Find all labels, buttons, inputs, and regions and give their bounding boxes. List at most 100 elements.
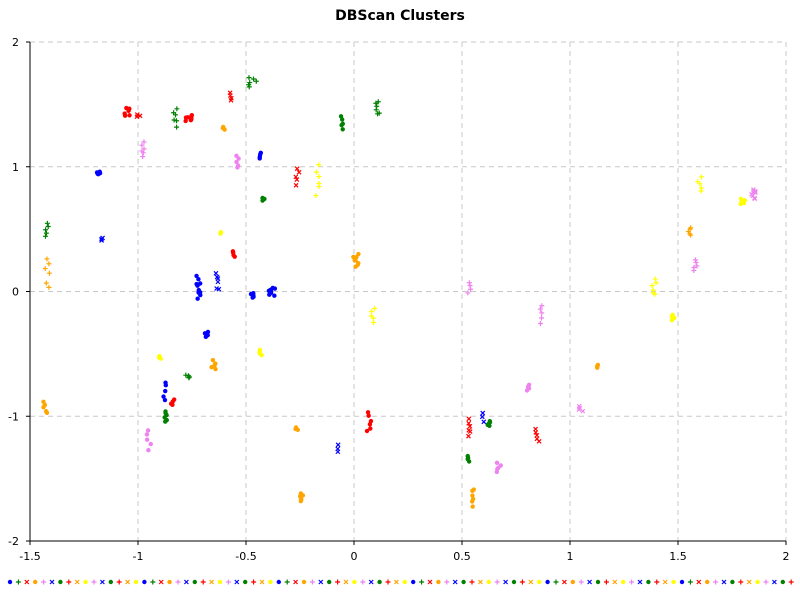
- legend-marker: [116, 579, 122, 585]
- legend-marker: [503, 579, 509, 585]
- data-points: [41, 75, 758, 509]
- y-tick-label: 2: [12, 36, 19, 49]
- data-point: [467, 423, 473, 429]
- data-point: [258, 150, 264, 156]
- x-tick-label: 1.5: [669, 550, 687, 563]
- data-point: [45, 223, 51, 229]
- data-point: [246, 75, 252, 81]
- legend-marker: [738, 579, 744, 585]
- legend-marker: [377, 579, 382, 585]
- data-point: [221, 124, 226, 130]
- legend-marker: [251, 579, 257, 585]
- legend-marker: [730, 579, 735, 585]
- legend-marker: [553, 579, 559, 585]
- data-point: [185, 115, 190, 120]
- data-point: [338, 114, 344, 119]
- axes: [26, 41, 787, 545]
- data-point: [650, 287, 656, 293]
- legend-marker: [142, 579, 147, 585]
- data-point: [247, 80, 253, 86]
- data-point: [144, 437, 150, 442]
- legend-marker: [192, 579, 197, 585]
- legend-marker: [713, 579, 719, 585]
- data-point: [44, 220, 50, 226]
- data-point: [466, 420, 472, 426]
- legend-strip: [7, 579, 794, 585]
- data-point: [205, 329, 211, 335]
- legend-marker: [91, 579, 97, 585]
- data-point: [43, 230, 49, 236]
- legend-marker: [696, 579, 702, 585]
- data-point: [316, 174, 322, 180]
- legend-marker: [612, 579, 618, 585]
- data-point: [340, 121, 345, 126]
- legend-marker: [335, 579, 341, 585]
- data-point: [649, 283, 655, 289]
- data-point: [174, 124, 180, 130]
- legend-marker: [327, 579, 332, 585]
- data-point: [293, 425, 299, 430]
- data-point: [251, 290, 256, 296]
- data-point: [183, 372, 189, 378]
- data-point: [148, 441, 153, 447]
- data-point: [253, 78, 259, 84]
- data-point: [371, 319, 377, 325]
- data-point: [698, 185, 704, 191]
- legend-marker: [654, 579, 660, 585]
- legend-marker: [687, 579, 693, 585]
- legend-marker: [309, 579, 315, 585]
- data-point: [157, 354, 162, 359]
- legend-marker: [99, 579, 105, 585]
- data-point: [533, 426, 538, 432]
- data-point: [214, 274, 220, 280]
- data-point: [470, 496, 476, 502]
- legend-marker: [167, 579, 172, 585]
- legend-marker: [452, 579, 458, 585]
- data-point: [228, 95, 234, 101]
- data-point: [194, 273, 199, 279]
- data-point: [749, 192, 755, 197]
- legend-marker: [74, 579, 80, 585]
- data-point: [466, 427, 472, 433]
- data-point: [218, 229, 224, 235]
- data-point: [369, 308, 375, 314]
- legend-marker: [225, 579, 231, 585]
- legend-marker: [679, 579, 685, 585]
- data-point: [670, 312, 675, 318]
- data-point: [174, 106, 180, 112]
- data-point: [498, 463, 503, 468]
- data-point: [210, 357, 216, 363]
- legend-marker: [671, 579, 676, 585]
- data-point: [43, 227, 49, 233]
- legend-marker: [570, 579, 575, 585]
- data-point: [688, 225, 694, 231]
- legend-marker: [494, 579, 500, 585]
- data-point: [294, 177, 300, 183]
- x-tick-label: 0.5: [453, 550, 471, 563]
- data-point: [293, 182, 299, 188]
- legend-marker: [763, 579, 769, 585]
- legend-marker: [200, 579, 206, 585]
- data-point: [272, 293, 277, 298]
- legend-marker: [705, 579, 710, 585]
- data-point: [537, 306, 543, 312]
- data-point: [174, 118, 180, 124]
- data-point: [576, 403, 582, 409]
- data-point: [43, 409, 49, 414]
- legend-marker: [209, 579, 215, 585]
- tick-labels: -1.5 -1 -0.5 0 0.5 1 1.5 2 2 1 0 -1 -2: [8, 36, 789, 563]
- data-point: [127, 113, 132, 118]
- data-point: [534, 432, 540, 438]
- data-point: [296, 169, 302, 175]
- legend-marker: [368, 579, 374, 585]
- data-point: [230, 249, 236, 254]
- data-point: [46, 284, 52, 290]
- data-point: [99, 238, 105, 243]
- data-point: [481, 419, 487, 425]
- legend-marker: [528, 579, 534, 585]
- data-point: [163, 380, 168, 385]
- data-point: [161, 394, 166, 399]
- data-point: [316, 181, 322, 187]
- legend-marker: [629, 579, 635, 585]
